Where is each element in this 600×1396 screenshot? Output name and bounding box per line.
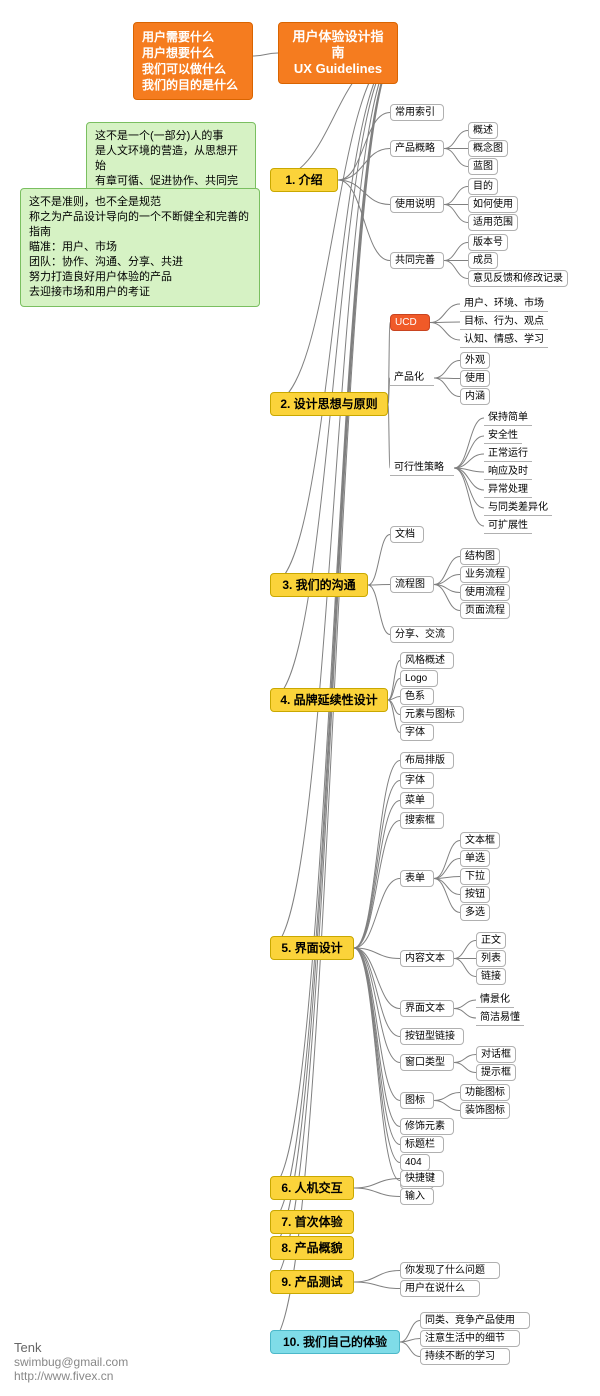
Q-node: 用户需要什么用户想要什么我们可以做什么我们的目的是什么 xyxy=(133,22,253,100)
M5e-node: 表单 xyxy=(400,870,434,887)
leaf-node: 使用 xyxy=(460,370,490,387)
M5i-node: 窗口类型 xyxy=(400,1054,454,1071)
footer-credits: Tenkswimbug@gmail.comhttp://www.fivex.cn xyxy=(14,1340,128,1383)
M2c-node: 可行性策略 xyxy=(390,460,454,476)
leaf-node: 异常处理 xyxy=(484,482,532,498)
M1a-node: 常用索引 xyxy=(390,104,444,121)
S5-node: 5. 界面设计 xyxy=(270,936,354,960)
M9a-node: 你发现了什么问题 xyxy=(400,1262,500,1279)
N2-node: 这不是准则，也不全是规范称之为产品设计导向的一个不断健全和完善的指南瞄准：用户、… xyxy=(20,188,260,307)
leaf-node: 目标、行为、观点 xyxy=(460,314,548,330)
S3-node: 3. 我们的沟通 xyxy=(270,573,368,597)
M10b-node: 注意生活中的细节 xyxy=(420,1330,520,1347)
M4c-node: 色系 xyxy=(400,688,434,705)
leaf-node: 可扩展性 xyxy=(484,518,532,534)
leaf-node: 概念图 xyxy=(468,140,508,157)
leaf-node: 文本框 xyxy=(460,832,500,849)
M5j-node: 图标 xyxy=(400,1092,434,1109)
M5b-node: 字体 xyxy=(400,772,434,789)
M1c-node: 使用说明 xyxy=(390,196,444,213)
leaf-node: 认知、情感、学习 xyxy=(460,332,548,348)
M10a-node: 同类、竞争产品使用 xyxy=(420,1312,530,1329)
M3c-node: 分享、交流 xyxy=(390,626,454,643)
leaf-node: 功能图标 xyxy=(460,1084,510,1101)
M5k-node: 修饰元素 xyxy=(400,1118,454,1135)
M4b-node: Logo xyxy=(400,670,438,687)
S6-node: 6. 人机交互 xyxy=(270,1176,354,1200)
leaf-node: 目的 xyxy=(468,178,498,195)
M4d-node: 元素与图标 xyxy=(400,706,464,723)
leaf-node: 外观 xyxy=(460,352,490,369)
leaf-node: 正文 xyxy=(476,932,506,949)
M1b-node: 产品概略 xyxy=(390,140,444,157)
leaf-node: 下拉 xyxy=(460,868,490,885)
leaf-node: 用户、环境、市场 xyxy=(460,296,548,312)
M6b-node: 输入 xyxy=(400,1188,434,1205)
M4e-node: 字体 xyxy=(400,724,434,741)
M5h-node: 按钮型链接 xyxy=(400,1028,464,1045)
M2a-node: UCD xyxy=(390,314,430,331)
leaf-node: 链接 xyxy=(476,968,506,985)
M3b-node: 流程图 xyxy=(390,576,434,593)
leaf-node: 按钮 xyxy=(460,886,490,903)
M2b-node: 产品化 xyxy=(390,370,434,386)
leaf-node: 使用流程 xyxy=(460,584,510,601)
leaf-node: 列表 xyxy=(476,950,506,967)
leaf-node: 蓝图 xyxy=(468,158,498,175)
M10c-node: 持续不断的学习 xyxy=(420,1348,510,1365)
M9b-node: 用户在说什么 xyxy=(400,1280,480,1297)
M3a-node: 文档 xyxy=(390,526,424,543)
leaf-node: 安全性 xyxy=(484,428,522,444)
leaf-node: 成员 xyxy=(468,252,498,269)
leaf-node: 结构图 xyxy=(460,548,500,565)
leaf-node: 简洁易懂 xyxy=(476,1010,524,1026)
S8-node: 8. 产品概貌 xyxy=(270,1236,354,1260)
leaf-node: 装饰图标 xyxy=(460,1102,510,1119)
leaf-node: 情景化 xyxy=(476,992,514,1008)
leaf-node: 意见反馈和修改记录 xyxy=(468,270,568,287)
leaf-node: 对话框 xyxy=(476,1046,516,1063)
S2-node: 2. 设计思想与原则 xyxy=(270,392,388,416)
M5m-node: 404 xyxy=(400,1154,430,1171)
leaf-node: 单选 xyxy=(460,850,490,867)
M6a-node: 快捷键 xyxy=(400,1170,444,1187)
M5a-node: 布局排版 xyxy=(400,752,454,769)
S9-node: 9. 产品测试 xyxy=(270,1270,354,1294)
M5g-node: 界面文本 xyxy=(400,1000,454,1017)
S4-node: 4. 品牌延续性设计 xyxy=(270,688,388,712)
leaf-node: 概述 xyxy=(468,122,498,139)
M5f-node: 内容文本 xyxy=(400,950,454,967)
leaf-node: 提示框 xyxy=(476,1064,516,1081)
M5d-node: 搜索框 xyxy=(400,812,444,829)
leaf-node: 与同类差异化 xyxy=(484,500,552,516)
leaf-node: 版本号 xyxy=(468,234,508,251)
M5l-node: 标题栏 xyxy=(400,1136,444,1153)
leaf-node: 保持简单 xyxy=(484,410,532,426)
M5c-node: 菜单 xyxy=(400,792,434,809)
S1-node: 1. 介绍 xyxy=(270,168,338,192)
leaf-node: 内涵 xyxy=(460,388,490,405)
leaf-node: 响应及时 xyxy=(484,464,532,480)
M4a-node: 风格概述 xyxy=(400,652,454,669)
leaf-node: 多选 xyxy=(460,904,490,921)
mindmap-diagram: 用户体验设计指南UX Guidelines 用户需要什么用户想要什么我们可以做什么… xyxy=(0,0,600,1396)
leaf-node: 业务流程 xyxy=(460,566,510,583)
S7-node: 7. 首次体验 xyxy=(270,1210,354,1234)
leaf-node: 适用范围 xyxy=(468,214,518,231)
M1d-node: 共同完善 xyxy=(390,252,444,269)
S10-node: 10. 我们自己的体验 xyxy=(270,1330,400,1354)
R-node: 用户体验设计指南UX Guidelines xyxy=(278,22,398,84)
leaf-node: 如何使用 xyxy=(468,196,518,213)
leaf-node: 正常运行 xyxy=(484,446,532,462)
leaf-node: 页面流程 xyxy=(460,602,510,619)
